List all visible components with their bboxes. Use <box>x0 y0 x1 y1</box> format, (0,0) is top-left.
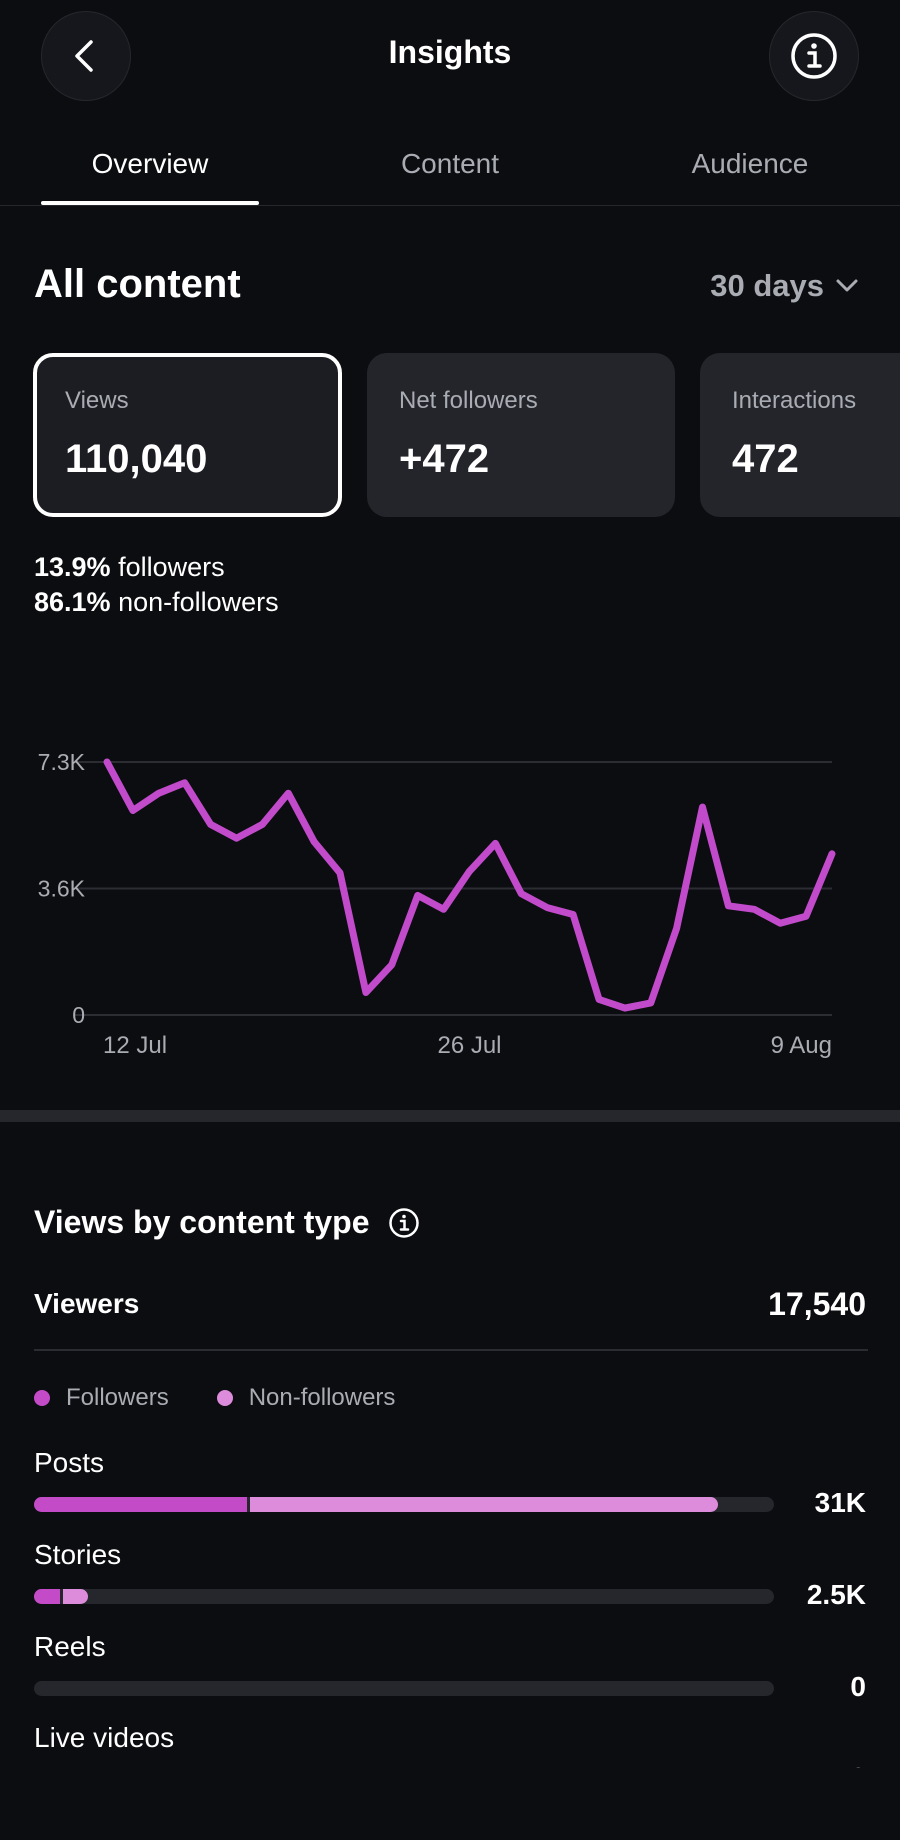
row-value-stories: 2.5K <box>806 1579 866 1610</box>
active-tab-indicator <box>41 201 259 205</box>
row-value-reels: 0 <box>850 1671 866 1702</box>
tab-bar: Overview Content Audience <box>0 140 900 206</box>
tab-overview[interactable]: Overview <box>91 148 209 179</box>
legend-dot <box>34 1390 50 1406</box>
date-range-label: 30 days <box>710 268 824 303</box>
bar-nonfollowers-segment <box>63 1589 88 1604</box>
bar-followers-segment <box>34 1497 247 1512</box>
legend-item-followers: Followers <box>34 1384 169 1412</box>
metric-card-views[interactable]: Views 110,040 <box>33 353 342 517</box>
metric-value: 110,040 <box>65 437 208 481</box>
metric-label: Views <box>65 387 129 414</box>
views-series-line <box>103 758 836 1012</box>
row-label-posts: Posts <box>34 1447 105 1478</box>
bar-nonfollowers-segment <box>250 1497 718 1512</box>
views-by-type-title: Views by content type <box>34 1204 420 1241</box>
info-icon[interactable] <box>388 1207 420 1239</box>
viewers-value: 17,540 <box>768 1286 866 1322</box>
y-tick-label: 0 <box>72 1002 85 1028</box>
legend-item-nonfollowers: Non-followers <box>216 1384 395 1412</box>
info-button[interactable] <box>769 11 859 101</box>
tab-content[interactable]: Content <box>400 148 500 179</box>
metric-value: +472 <box>399 437 490 481</box>
chevron-down-icon <box>836 279 858 292</box>
bar-posts <box>34 1497 774 1512</box>
metric-label: Net followers <box>399 387 538 414</box>
legend: Followers Non-followers <box>34 1384 443 1412</box>
chevron-left-icon <box>75 40 93 72</box>
x-tick-label: 9 Aug <box>771 1032 832 1059</box>
bar-followers-segment <box>34 1589 60 1604</box>
bar-reels <box>34 1681 774 1696</box>
row-label-stories: Stories <box>34 1539 122 1570</box>
metric-label: Interactions <box>732 387 857 414</box>
divider <box>34 1349 868 1351</box>
legend-dot <box>216 1390 233 1406</box>
metric-card-net-followers[interactable]: Net followers +472 <box>367 353 675 517</box>
followers-share: 13.9% followers <box>34 552 225 582</box>
section-divider <box>0 1110 900 1122</box>
x-tick-label: 12 Jul <box>103 1032 167 1059</box>
x-tick-label: 26 Jul <box>437 1032 501 1059</box>
metric-value: 472 <box>732 437 799 481</box>
views-line-chart: 0 3.6K 7.3K 12 Jul 26 Jul 9 Aug <box>38 749 836 1059</box>
date-range-dropdown[interactable]: 30 days <box>710 268 860 304</box>
audience-split: 13.9% followers 86.1% non-followers <box>34 550 279 620</box>
row-label-reels: Reels <box>34 1631 106 1662</box>
back-button[interactable] <box>41 11 131 101</box>
metric-card-interactions[interactable]: Interactions 472 <box>700 353 900 517</box>
y-tick-label: 7.3K <box>38 749 86 775</box>
views-by-type-heading: Views by content type <box>34 1204 370 1240</box>
bar-stories <box>34 1589 774 1604</box>
nonfollowers-share: 86.1% non-followers <box>34 587 279 617</box>
viewers-label: Viewers <box>34 1288 140 1319</box>
y-tick-label: 3.6K <box>38 876 86 902</box>
scroll-clip <box>0 1768 900 1840</box>
row-value-posts: 31K <box>814 1487 866 1518</box>
page-title: Insights <box>388 34 512 70</box>
info-icon <box>791 33 837 79</box>
section-title: All content <box>34 262 241 306</box>
row-label-live-videos: Live videos <box>34 1722 175 1753</box>
tab-audience[interactable]: Audience <box>691 148 809 179</box>
